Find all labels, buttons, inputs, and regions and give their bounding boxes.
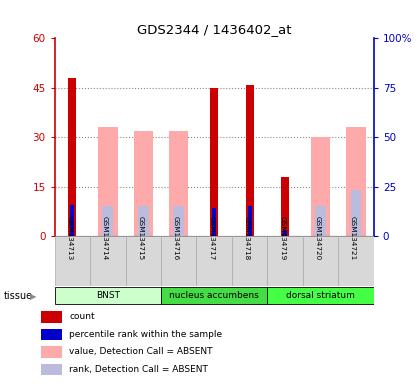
Bar — [42, 346, 62, 358]
Text: ▶: ▶ — [30, 292, 37, 301]
Text: GSM134716: GSM134716 — [173, 215, 179, 260]
Bar — [247, 207, 252, 236]
Text: percentile rank within the sample: percentile rank within the sample — [69, 330, 222, 339]
Text: rank, Detection Call = ABSENT: rank, Detection Call = ABSENT — [69, 365, 208, 374]
Bar — [173, 207, 184, 236]
Bar — [70, 205, 74, 236]
Bar — [161, 236, 197, 286]
Text: GSM134720: GSM134720 — [315, 215, 320, 260]
Bar — [98, 127, 118, 236]
Bar — [55, 287, 161, 304]
Text: dorsal striatum: dorsal striatum — [286, 291, 355, 300]
Bar — [281, 177, 289, 236]
Bar — [246, 84, 254, 236]
Text: count: count — [69, 312, 95, 321]
Bar — [134, 131, 153, 236]
Text: GSM134714: GSM134714 — [102, 215, 108, 260]
Bar — [197, 236, 232, 286]
Bar — [212, 209, 216, 236]
Bar — [268, 236, 303, 286]
Bar — [102, 207, 113, 236]
Text: BNST: BNST — [96, 291, 120, 300]
Text: GSM134713: GSM134713 — [66, 215, 72, 260]
Bar — [90, 236, 126, 286]
Bar — [351, 190, 361, 236]
Title: GDS2344 / 1436402_at: GDS2344 / 1436402_at — [137, 23, 291, 36]
Bar — [68, 78, 76, 236]
Bar — [42, 364, 62, 375]
Bar — [315, 207, 326, 236]
Bar — [283, 230, 287, 236]
Bar — [169, 131, 189, 236]
Bar — [232, 236, 268, 286]
Text: GSM134717: GSM134717 — [208, 215, 214, 260]
Bar — [138, 207, 149, 236]
Bar — [55, 236, 90, 286]
Bar — [210, 88, 218, 236]
Bar — [268, 287, 374, 304]
Text: value, Detection Call = ABSENT: value, Detection Call = ABSENT — [69, 348, 213, 356]
Text: GSM134721: GSM134721 — [350, 215, 356, 260]
Bar — [346, 127, 366, 236]
Text: GSM134719: GSM134719 — [279, 215, 285, 260]
Bar — [339, 236, 374, 286]
Bar — [126, 236, 161, 286]
Text: tissue: tissue — [4, 291, 33, 301]
Bar — [303, 236, 339, 286]
Bar — [42, 311, 62, 323]
Text: nucleus accumbens: nucleus accumbens — [169, 291, 259, 300]
Text: GSM134715: GSM134715 — [137, 215, 143, 260]
Bar — [311, 137, 331, 236]
Bar — [42, 329, 62, 340]
Bar — [161, 287, 268, 304]
Text: GSM134718: GSM134718 — [244, 215, 249, 260]
